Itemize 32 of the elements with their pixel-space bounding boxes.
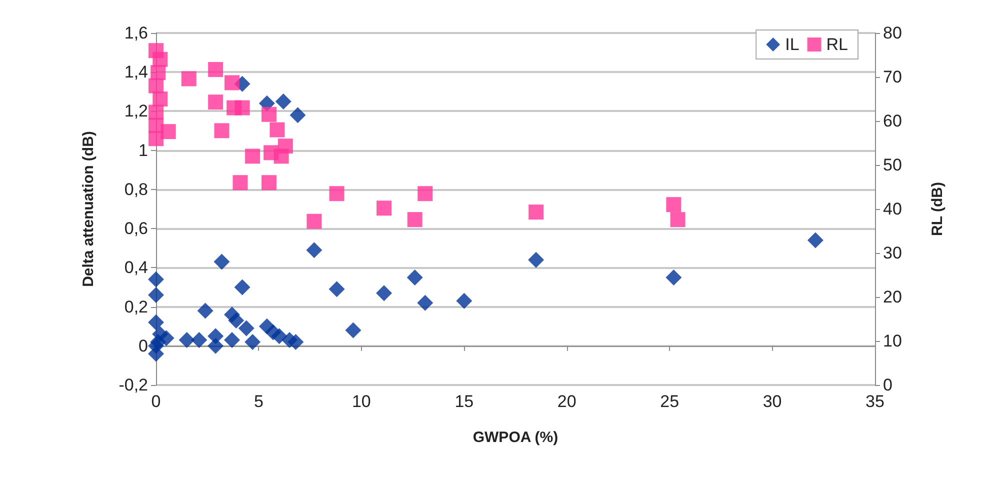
y2-tick-label: 30 [883,244,902,262]
x-tick-label: 35 [866,392,884,411]
y-tick-label: 0,6 [124,219,148,238]
y-axis-title: Delta attenuation (dB) [80,131,97,287]
y2-tick-label: 80 [883,24,902,42]
y-tick-label: 0,8 [124,180,148,199]
x-tick-label: 15 [454,392,474,411]
x-tick-label: 0 [151,392,161,411]
y2-tick-label: 40 [883,200,902,218]
y2-tick-label: 50 [883,156,902,174]
y-tick-label: 1,6 [124,24,148,42]
y-tick-label: 1 [138,140,148,160]
y2-tick-label: 60 [883,112,902,130]
y2-tick-label: 70 [883,68,902,86]
y-tick-label: 1,4 [124,62,148,82]
y-tick-label: 0,4 [124,258,148,278]
y2-tick-label: 10 [883,332,902,350]
y-tick-label: -0,2 [118,376,148,394]
x-tick-label: 20 [557,392,576,411]
y2-tick-label: 0 [883,376,892,394]
y-tick-label: 0,2 [124,297,148,316]
x-tick-label: 25 [660,392,680,411]
legend-label: RL [826,35,848,54]
y2-axis-title: RL (dB) [929,182,946,236]
x-tick-label: 10 [352,392,371,411]
x-tick-label: 5 [254,392,264,411]
x-axis-title: GWPOA (%) [472,429,558,446]
x-tick-label: 30 [762,392,782,411]
y2-tick-label: 20 [883,288,902,306]
legend-label: IL [785,35,800,54]
y-tick-label: 1,2 [124,102,148,121]
y-tick-label: 0 [138,336,148,356]
